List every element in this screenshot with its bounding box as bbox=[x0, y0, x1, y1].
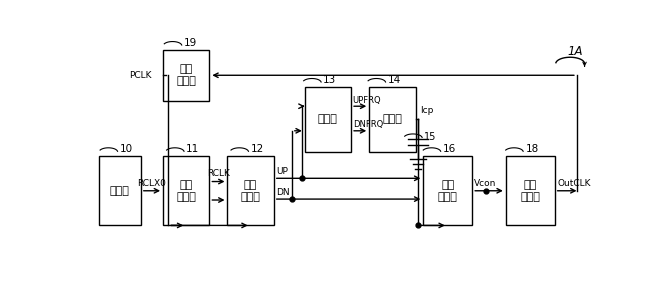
Text: 门控部: 门控部 bbox=[318, 114, 338, 124]
Bar bbox=[424, 156, 472, 225]
Text: 13: 13 bbox=[323, 74, 336, 85]
Bar bbox=[98, 156, 141, 225]
Text: 19: 19 bbox=[184, 38, 197, 47]
Text: 电位
调节部: 电位 调节部 bbox=[438, 180, 458, 202]
Text: 18: 18 bbox=[525, 144, 539, 154]
Text: UPFRQ: UPFRQ bbox=[352, 96, 381, 105]
Text: 1A: 1A bbox=[567, 45, 583, 58]
Text: 12: 12 bbox=[251, 144, 264, 154]
Bar bbox=[163, 156, 209, 225]
Text: RCLX0: RCLX0 bbox=[138, 179, 166, 188]
Text: Vcon: Vcon bbox=[474, 179, 497, 188]
Text: OutCLK: OutCLK bbox=[557, 179, 591, 188]
Text: 16: 16 bbox=[443, 144, 456, 154]
Text: 11: 11 bbox=[186, 144, 200, 154]
Bar bbox=[227, 156, 274, 225]
Text: DN: DN bbox=[277, 188, 290, 197]
Text: DNFRQ: DNFRQ bbox=[352, 120, 383, 129]
Text: Icp: Icp bbox=[420, 106, 434, 116]
Text: 相位
比较部: 相位 比较部 bbox=[241, 180, 261, 202]
Text: 输入
分频部: 输入 分频部 bbox=[176, 180, 196, 202]
Bar bbox=[505, 156, 555, 225]
Text: RCLK: RCLK bbox=[207, 169, 230, 178]
Bar bbox=[305, 87, 351, 152]
Bar bbox=[369, 87, 416, 152]
Text: PCLK: PCLK bbox=[130, 70, 152, 80]
Text: UP: UP bbox=[277, 167, 288, 176]
Text: 反馈
分频部: 反馈 分频部 bbox=[176, 64, 196, 86]
Text: 10: 10 bbox=[120, 144, 133, 154]
Text: 电荷泵: 电荷泵 bbox=[382, 114, 402, 124]
Text: 压控
振荡器: 压控 振荡器 bbox=[520, 180, 540, 202]
Text: 14: 14 bbox=[388, 74, 401, 85]
Text: 振荡器: 振荡器 bbox=[110, 186, 130, 196]
Text: 15: 15 bbox=[424, 132, 437, 142]
Bar bbox=[163, 50, 209, 101]
